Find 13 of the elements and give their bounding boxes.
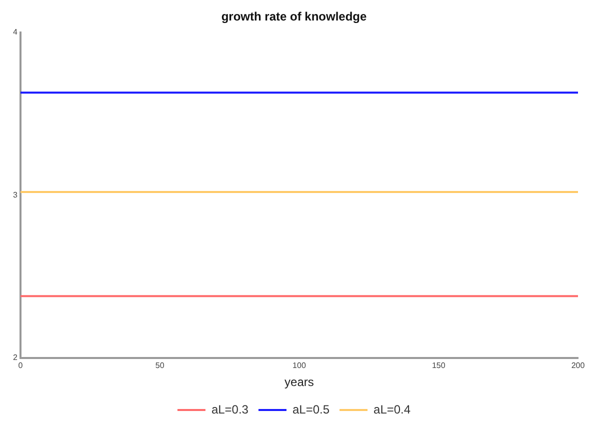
legend-label: aL=0.4 [374, 402, 411, 416]
x-tick-label: 100 [292, 361, 306, 370]
legend-label: aL=0.5 [292, 402, 330, 416]
x-tick-label: 50 [155, 361, 165, 370]
y-tick-label: 4 [12, 28, 18, 37]
legend-label: aL=0.3 [211, 402, 249, 416]
x-tick-label: 150 [432, 361, 446, 370]
y-tick-label: 3 [12, 190, 18, 200]
x-axis-title: years [284, 375, 314, 390]
chart-title: growth rate of knowledge [221, 10, 367, 24]
x-tick-label: 200 [571, 361, 586, 370]
x-tick-label: 0 [18, 361, 24, 370]
y-tick-label: 2 [12, 353, 18, 362]
